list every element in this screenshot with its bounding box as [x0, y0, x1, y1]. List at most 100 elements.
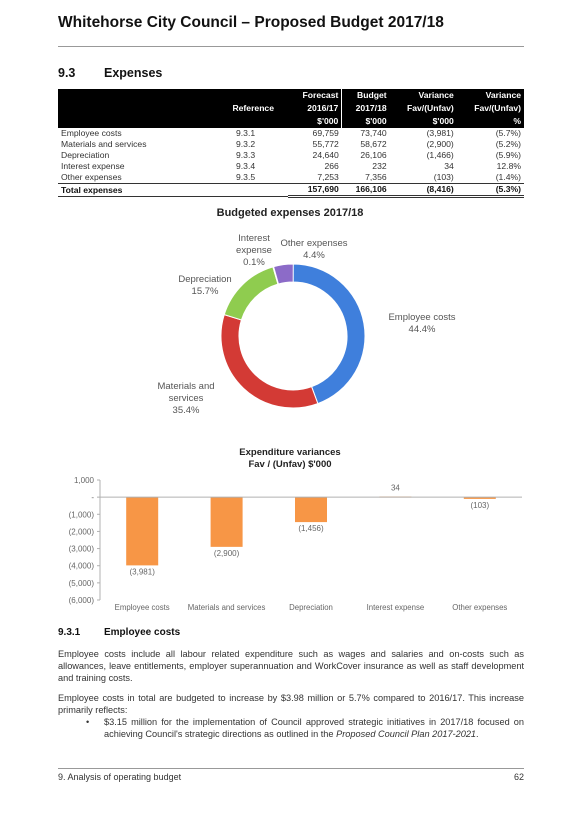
total-budget: 166,106	[341, 183, 390, 198]
table-header-cell: $'000	[341, 115, 390, 128]
expenses-table: Forecast Budget Variance Variance Refere…	[58, 89, 524, 198]
subsection-title: Employee costs	[104, 627, 181, 638]
donut-label-materials-value: 35.4%	[172, 405, 200, 416]
bar-value-label: (3,981)	[130, 567, 156, 576]
bar-1	[126, 497, 159, 566]
row-reference: 9.3.1	[236, 128, 256, 138]
bar-value-label: 34	[391, 484, 400, 493]
table-header-row: Forecast Budget Variance Variance	[58, 89, 524, 102]
bullet-text: $3.15 million for the implementation of …	[104, 716, 524, 740]
bullet-text-italic: Proposed Council Plan 2017-2021	[336, 729, 477, 739]
row-budget: 73,740	[360, 128, 387, 138]
section-title: Expenses	[104, 66, 163, 80]
bar-x-tick-label: Materials and services	[188, 603, 266, 612]
table-header-cell: $'000	[432, 116, 454, 126]
bar-chart-title-block: Expenditure variances Fav / (Unfav) $'00…	[0, 447, 580, 471]
table-header-cell: $'000	[317, 116, 339, 126]
footer-page-number: 62	[513, 772, 524, 782]
bar-x-tick-label: Other expenses	[452, 603, 507, 612]
total-variance: (8,416)	[389, 183, 457, 198]
bar-x-tick-label: Depreciation	[289, 603, 333, 612]
donut-slice-other	[272, 263, 294, 285]
page-header-title: Whitehorse City Council – Proposed Budge…	[58, 14, 444, 31]
row-forecast: 266	[324, 161, 339, 171]
donut-label-interest-value: 0.1%	[243, 257, 265, 268]
row-variance: 34	[444, 161, 454, 171]
table-header-cell: Fav/(Unfav)	[407, 103, 454, 113]
header-rule	[58, 46, 524, 47]
donut-chart-title: Budgeted expenses 2017/18	[216, 207, 364, 219]
row-label: Employee costs	[61, 128, 122, 138]
donut-label-employee-name: Employee costs	[388, 312, 456, 323]
paragraph-1: Employee costs include all labour relate…	[58, 649, 524, 683]
table-header-cell: Reference	[232, 103, 274, 113]
bar-y-tick-label: 1,000	[74, 476, 95, 485]
table-header-cell: 2017/18	[341, 102, 390, 115]
table-row: Materials and services 9.3.2 55,772 58,6…	[58, 139, 524, 150]
row-variance-pct: (5.2%)	[495, 139, 521, 149]
bar-y-tick-label: -	[91, 493, 94, 502]
row-label: Other expenses	[61, 172, 122, 182]
expenditure-variances-bar-chart: 1,000 - (1,000) (2,000) (3,000) (4,000) (5,000…	[69, 476, 522, 612]
bar-y-tick-label: (1,000)	[69, 510, 95, 519]
table-header-cell: Fav/(Unfav)	[474, 103, 521, 113]
total-reference	[206, 183, 288, 197]
row-budget: 58,672	[360, 139, 387, 149]
budgeted-expenses-donut-chart	[220, 263, 366, 409]
row-label: Interest expense	[61, 161, 125, 171]
donut-label-interest: Interest expense 0.1%	[230, 233, 278, 269]
donut-slice-materials	[220, 313, 319, 409]
bar-2	[210, 497, 243, 547]
donut-slice-employee	[292, 263, 366, 405]
row-forecast: 55,772	[312, 139, 339, 149]
section-heading: 9.3 Expenses	[58, 66, 162, 80]
bar-5	[463, 497, 496, 499]
donut-label-interest-name: Interest expense	[236, 233, 272, 256]
row-budget: 26,106	[360, 150, 387, 160]
bar-y-tick-label: (2,000)	[69, 527, 95, 536]
bar-chart-subtitle: Fav / (Unfav) $'000	[248, 459, 332, 470]
row-variance: (1,466)	[426, 150, 454, 160]
total-label: Total expenses	[58, 183, 206, 197]
bar-value-label: (103)	[470, 501, 489, 510]
donut-label-employee: Employee costs 44.4%	[372, 312, 472, 336]
row-label: Materials and services	[61, 139, 147, 149]
subsection-number: 9.3.1	[58, 627, 81, 638]
donut-label-materials: Materials and services 35.4%	[155, 381, 217, 417]
table-total-row: Total expenses 157,690 166,106 (8,416) (…	[58, 183, 524, 198]
bar-x-tick-label: Interest expense	[367, 603, 425, 612]
subsection-heading: 9.3.1 Employee costs	[58, 627, 180, 638]
bar-y-tick-label: (4,000)	[69, 562, 95, 571]
row-budget: 232	[372, 161, 387, 171]
section-number: 9.3	[58, 66, 76, 80]
table-row: Employee costs 9.3.1 69,759 73,740 (3,98…	[58, 128, 524, 139]
donut-label-other-name: Other expenses	[280, 238, 348, 249]
bullet-marker: •	[86, 717, 90, 727]
bullet-text-end: .	[476, 729, 479, 739]
bar-chart-title: Expenditure variances	[239, 447, 341, 458]
table-header-cell: 2016/17	[307, 103, 339, 113]
row-variance: (2,900)	[426, 139, 454, 149]
table-header-cell: Forecast	[302, 90, 339, 100]
row-reference: 9.3.2	[236, 139, 256, 149]
table-header-cell: Variance	[485, 90, 521, 100]
table-row: Interest expense 9.3.4 266 232 34 12.8%	[58, 161, 524, 172]
row-reference: 9.3.5	[236, 172, 256, 182]
bar-y-tick-label: (5,000)	[69, 579, 95, 588]
footer-rule	[58, 768, 524, 769]
row-label: Depreciation	[61, 150, 110, 160]
table-header-cell: Variance	[418, 90, 454, 100]
bar-y-tick-label: (6,000)	[69, 596, 95, 605]
row-reference: 9.3.3	[236, 150, 256, 160]
table-row: Depreciation 9.3.3 24,640 26,106 (1,466)…	[58, 150, 524, 161]
table-header-row: Reference 2016/17 2017/18 Fav/(Unfav) Fa…	[58, 102, 524, 115]
bar-y-tick-label: (3,000)	[69, 545, 95, 554]
total-forecast: 157,690	[288, 183, 342, 198]
bar-x-tick-label: Employee costs	[115, 603, 170, 612]
table-header-cell: %	[513, 116, 521, 126]
bar-value-label: (2,900)	[214, 549, 240, 558]
row-forecast: 24,640	[312, 150, 339, 160]
donut-label-other-value: 4.4%	[303, 250, 325, 261]
footer-section-name: 9. Analysis of operating budget	[58, 772, 182, 782]
row-variance: (3,981)	[426, 128, 454, 138]
